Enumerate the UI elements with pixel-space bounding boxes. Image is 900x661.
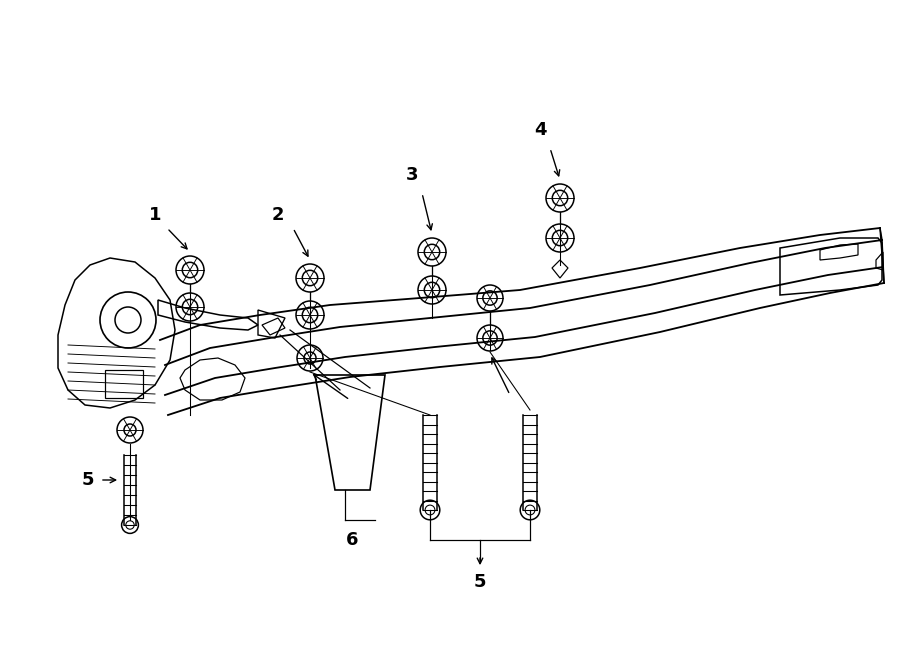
Circle shape bbox=[122, 517, 139, 533]
Text: 6: 6 bbox=[346, 531, 358, 549]
Text: 2: 2 bbox=[272, 206, 284, 224]
Circle shape bbox=[520, 500, 540, 520]
Circle shape bbox=[420, 500, 440, 520]
Text: 5: 5 bbox=[473, 573, 486, 591]
Text: 3: 3 bbox=[406, 166, 419, 184]
Text: 5: 5 bbox=[82, 471, 94, 489]
Text: 1: 1 bbox=[148, 206, 161, 224]
Text: 4: 4 bbox=[534, 121, 546, 139]
Bar bbox=[105, 370, 143, 398]
